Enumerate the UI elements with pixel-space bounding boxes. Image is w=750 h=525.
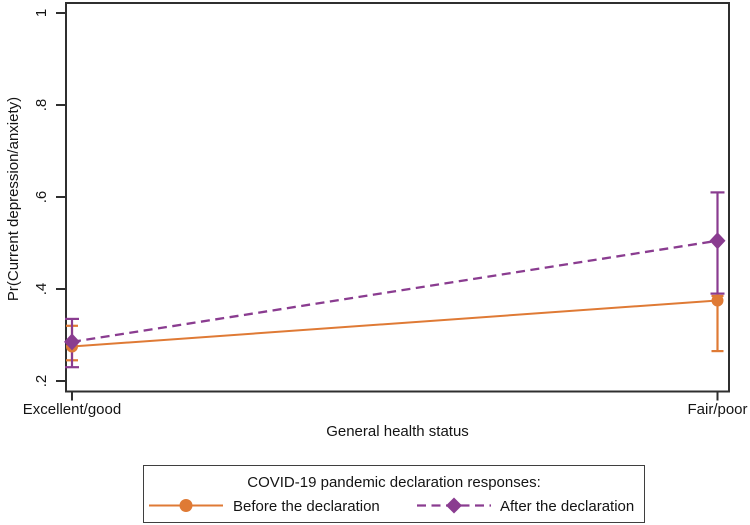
y-tick-label: .8 <box>33 98 50 112</box>
y-tick-label: .2 <box>33 374 50 388</box>
legend-marker-before-icon <box>149 499 223 512</box>
x-tick-label: Fair/poor <box>687 401 748 418</box>
y-tick-label: 1 <box>33 8 50 18</box>
legend-title: COVID-19 pandemic declaration responses: <box>247 474 541 491</box>
series-line-after <box>71 239 718 344</box>
marker-diamond-after <box>709 232 726 250</box>
y-axis-title: Pr(Current depression/anxiety) <box>5 96 22 302</box>
series-line-before <box>71 299 718 348</box>
y-tick-label: .4 <box>33 282 50 296</box>
x-tick-label: Excellent/good <box>22 401 122 418</box>
marker-circle-before <box>711 294 724 307</box>
legend-sample-circle <box>179 499 193 512</box>
legend-sample-diamond <box>446 497 462 514</box>
legend-label-after: After the declaration <box>500 498 635 515</box>
legend-marker-after-icon <box>417 497 491 514</box>
marker-diamond-after <box>64 333 80 351</box>
plot-border <box>65 2 730 393</box>
legend: COVID-19 pandemic declaration responses:… <box>143 465 645 523</box>
y-tick-label: .6 <box>33 190 50 204</box>
x-axis-title: General health status <box>326 423 469 440</box>
legend-label-before: Before the declaration <box>233 498 380 515</box>
